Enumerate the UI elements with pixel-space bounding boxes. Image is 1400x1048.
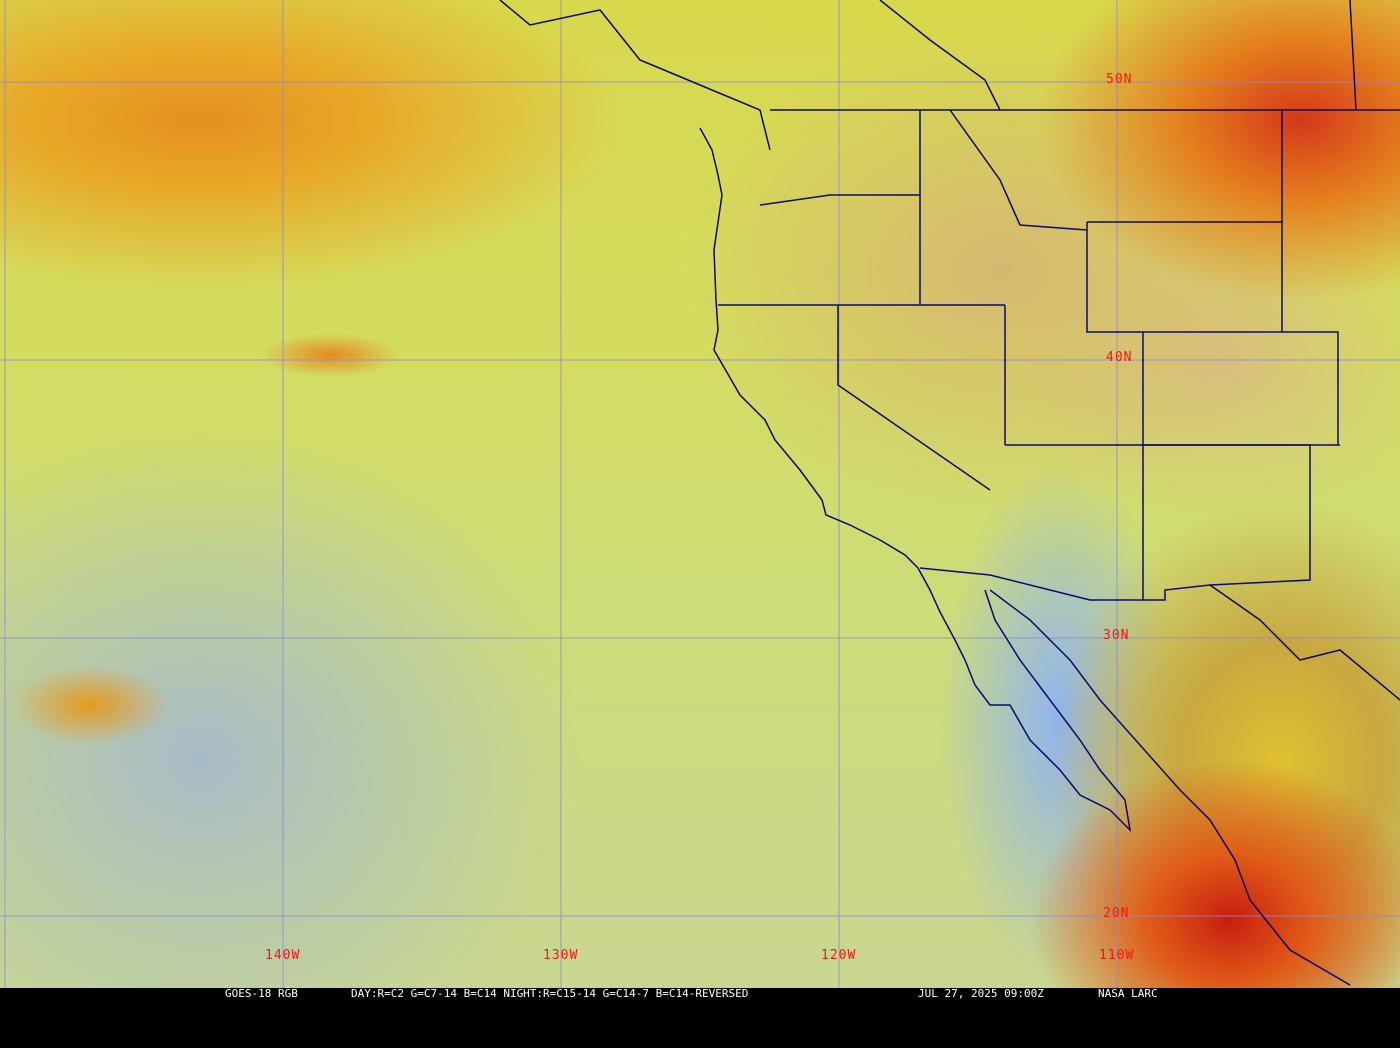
wa-or-border <box>759 194 920 206</box>
canada-province-border <box>1349 0 1357 111</box>
wy-box <box>1086 221 1283 333</box>
mexico-mainland-coast <box>989 589 1351 986</box>
caption-recipe: DAY:R=C2 G=C7-14 B=C14 NIGHT:R=C15-14 G=… <box>351 987 749 1000</box>
caption-credit: NASA LARC <box>1098 987 1158 1000</box>
lat-label-30n: 30N <box>1103 628 1130 643</box>
id-mt-border <box>949 109 1088 231</box>
lat-label-40n: 40N <box>1106 350 1133 365</box>
bc-coast <box>499 0 771 151</box>
caption-satellite: GOES-18 RGB <box>225 987 298 1000</box>
lat-label-50n: 50N <box>1106 72 1133 87</box>
nm-border <box>919 444 1311 601</box>
baja-peninsula-coast <box>974 589 1132 833</box>
mexico-border-east <box>1209 584 1400 701</box>
image-caption: GOES-18 RGB DAY:R=C2 G=C7-14 B=C14 NIGHT… <box>0 988 1400 1000</box>
lat-lon-grid <box>0 0 1400 988</box>
nv-west-border <box>837 305 991 491</box>
west-coastline <box>699 127 976 686</box>
satellite-image: 50N 40N 30N 20N 140W 130W 120W 110W <box>0 0 1400 988</box>
lon-label-120w: 120W <box>821 948 857 963</box>
co-border <box>1282 331 1339 445</box>
lon-label-130w: 130W <box>543 948 579 963</box>
lat-label-20n: 20N <box>1103 906 1130 921</box>
political-borders <box>499 0 1400 986</box>
lon-label-140w: 140W <box>265 948 301 963</box>
caption-timestamp: JUL 27, 2025 09:00Z <box>918 987 1044 1000</box>
lon-label-110w: 110W <box>1099 948 1135 963</box>
bc-ab-border <box>879 0 1001 111</box>
